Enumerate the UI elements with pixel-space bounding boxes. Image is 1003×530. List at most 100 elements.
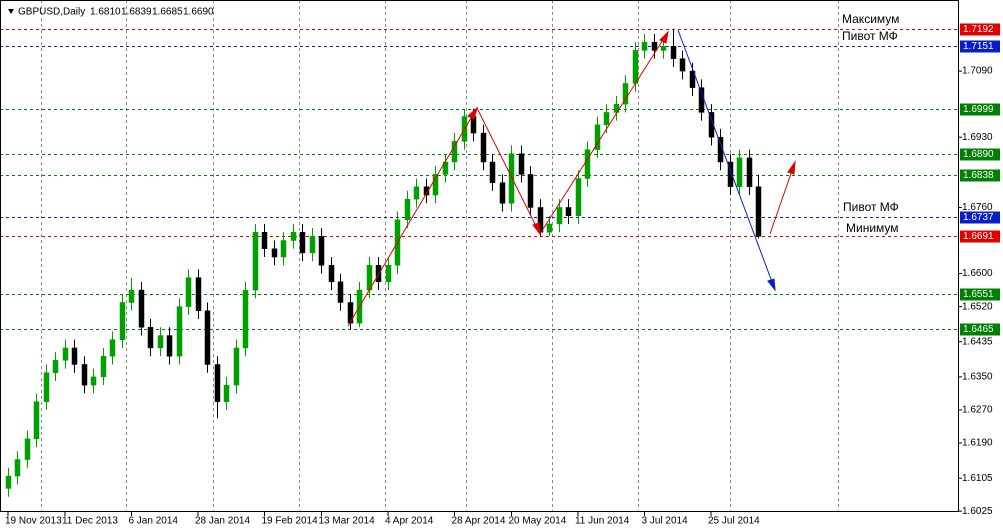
- candle-body: [119, 302, 126, 340]
- candle-body: [81, 364, 88, 386]
- candle-body: [176, 306, 183, 357]
- candle-body: [603, 112, 610, 126]
- y-tick-label: 1.6350: [962, 372, 993, 383]
- candle-body: [280, 240, 287, 258]
- y-tick-label: 1.6270: [962, 405, 993, 416]
- level-box: [960, 40, 1000, 53]
- header-value: 1.6839: [121, 7, 152, 18]
- level-label: 1.7151: [963, 41, 994, 52]
- candle-body: [736, 157, 743, 188]
- level-label: 1.6551: [963, 289, 994, 300]
- symbol: GBPUSD,Daily: [18, 7, 85, 18]
- candle-body: [755, 186, 762, 237]
- candle-body: [451, 141, 458, 163]
- candle-body: [71, 347, 78, 365]
- candle-body: [499, 182, 506, 204]
- candle-body: [689, 70, 696, 88]
- level-label: 1.6465: [963, 324, 994, 335]
- candle-body: [233, 347, 240, 386]
- candle-body: [52, 360, 59, 373]
- annotation: Минимум: [846, 221, 899, 235]
- x-tick-label: 4 Apr 2014: [385, 516, 434, 527]
- candle-body: [489, 161, 496, 183]
- level-label: 1.6737: [963, 212, 994, 223]
- candle-body: [575, 178, 582, 216]
- candle-body: [584, 149, 591, 179]
- level-label: 1.6999: [963, 104, 994, 115]
- x-tick-label: 19 Feb 2014: [261, 516, 318, 527]
- candle-body: [138, 289, 145, 328]
- annotation: Максимум: [842, 12, 899, 26]
- candle-body: [166, 335, 173, 357]
- candle-body: [660, 46, 667, 51]
- annotation: Пивот МФ: [842, 29, 898, 43]
- y-tick-label: 1.6105: [962, 473, 993, 484]
- candle-body: [556, 207, 563, 225]
- candle-body: [33, 401, 40, 440]
- candle-body: [328, 265, 335, 283]
- candle-body: [261, 231, 268, 250]
- level-box: [960, 323, 1000, 336]
- candle-body: [565, 207, 572, 216]
- candle-body: [527, 174, 534, 208]
- x-tick-label: 20 May 2014: [508, 516, 566, 527]
- x-tick-label: 28 Jan 2014: [195, 516, 250, 527]
- y-tick-label: 1.6435: [962, 336, 993, 347]
- y-tick-label: 1.6520: [962, 301, 993, 312]
- candle-body: [480, 132, 487, 163]
- candle-body: [670, 46, 677, 59]
- candle-body: [128, 289, 135, 303]
- y-tick-label: 1.6760: [962, 202, 993, 213]
- x-tick-label: 3 Jul 2014: [641, 516, 688, 527]
- candle-body: [708, 112, 715, 138]
- candle-body: [404, 198, 411, 221]
- candles: [5, 28, 762, 497]
- candle-body: [546, 223, 553, 233]
- x-tick-label: 11 Jun 2014: [575, 516, 630, 527]
- level-label: 1.6890: [963, 149, 994, 160]
- level-label: 1.7192: [963, 24, 994, 35]
- plot-frame: [0, 0, 959, 512]
- x-tick-label: 11 Dec 2013: [62, 516, 118, 527]
- level-box: [960, 230, 1000, 243]
- candle-body: [537, 207, 544, 233]
- candle-body: [271, 248, 278, 258]
- candle-body: [679, 58, 686, 72]
- header-value: 1.6685: [152, 7, 183, 18]
- x-tick-label: 28 Apr 2014: [451, 516, 505, 527]
- y-tick-label: 1.6600: [962, 268, 993, 279]
- levels: [0, 29, 958, 330]
- candle-body: [290, 231, 297, 241]
- candle-body: [223, 384, 230, 402]
- candle-body: [347, 302, 354, 324]
- candle-body: [698, 87, 705, 113]
- header-value: 1.6810: [90, 7, 121, 18]
- y-tick-label: 1.6190: [962, 438, 993, 449]
- candle-body: [413, 186, 420, 200]
- level-box: [960, 23, 1000, 36]
- level-box: [960, 211, 1000, 224]
- candle-body: [214, 364, 221, 402]
- candle-body: [318, 236, 325, 266]
- candle-body: [157, 335, 164, 349]
- y-tick-label: 1.6930: [962, 132, 993, 143]
- annotation: Пивот МФ: [843, 200, 899, 214]
- candle-body: [746, 157, 753, 188]
- x-tick-label: 6 Jan 2014: [128, 516, 178, 527]
- candle-body: [337, 281, 344, 303]
- candle-body: [641, 41, 648, 51]
- candle-body: [109, 339, 116, 357]
- menu-triangle[interactable]: [8, 9, 14, 14]
- candle-body: [518, 153, 525, 175]
- candle-body: [14, 459, 21, 477]
- level-box: [960, 103, 1000, 116]
- candle-body: [147, 327, 154, 349]
- candle-body: [622, 83, 629, 105]
- header-value: 1.6690: [183, 7, 214, 18]
- candle-body: [385, 265, 392, 283]
- candle-body: [5, 475, 12, 489]
- candle-body: [195, 277, 202, 312]
- level-box: [960, 148, 1000, 161]
